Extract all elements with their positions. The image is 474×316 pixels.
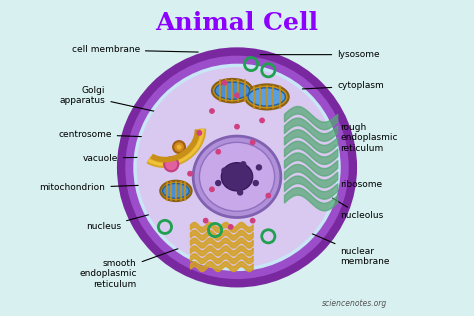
Ellipse shape: [130, 61, 344, 274]
Circle shape: [216, 149, 220, 154]
Text: vacuole: vacuole: [82, 154, 160, 162]
Circle shape: [216, 180, 221, 185]
Ellipse shape: [221, 163, 253, 191]
Text: nucleus: nucleus: [86, 203, 193, 231]
Ellipse shape: [193, 136, 281, 217]
Circle shape: [247, 174, 252, 179]
Ellipse shape: [176, 144, 182, 150]
Circle shape: [228, 184, 233, 189]
Text: cytoplasm: cytoplasm: [302, 82, 384, 90]
Circle shape: [210, 109, 214, 113]
Circle shape: [222, 168, 227, 173]
Text: rough
endoplasmic
reticulum: rough endoplasmic reticulum: [309, 123, 398, 153]
Text: lysosome: lysosome: [260, 50, 380, 59]
Ellipse shape: [245, 84, 289, 109]
Circle shape: [256, 165, 262, 170]
Circle shape: [241, 162, 246, 167]
Circle shape: [188, 172, 192, 176]
Circle shape: [237, 190, 243, 195]
Ellipse shape: [215, 82, 250, 99]
Ellipse shape: [137, 67, 337, 268]
Ellipse shape: [173, 141, 185, 153]
Circle shape: [228, 225, 233, 229]
Text: nuclear
membrane: nuclear membrane: [277, 219, 390, 266]
Text: centrosome: centrosome: [58, 130, 167, 139]
Circle shape: [235, 93, 239, 98]
Ellipse shape: [212, 79, 253, 102]
Ellipse shape: [160, 181, 191, 201]
Text: ribosome: ribosome: [309, 180, 383, 189]
Ellipse shape: [200, 142, 274, 211]
Text: cell membrane: cell membrane: [72, 46, 198, 54]
Circle shape: [266, 193, 271, 198]
Circle shape: [250, 218, 255, 223]
Ellipse shape: [248, 88, 285, 106]
Circle shape: [260, 118, 264, 123]
Circle shape: [222, 81, 227, 85]
Circle shape: [250, 140, 255, 144]
Text: sciencenotes.org: sciencenotes.org: [322, 299, 387, 308]
Circle shape: [197, 131, 201, 135]
Circle shape: [210, 187, 214, 191]
Ellipse shape: [163, 184, 189, 198]
Circle shape: [235, 125, 239, 129]
Ellipse shape: [164, 157, 178, 171]
Text: mitochondrion: mitochondrion: [39, 183, 157, 192]
Circle shape: [203, 218, 208, 223]
Circle shape: [253, 180, 258, 185]
Text: nucleolus: nucleolus: [290, 172, 383, 221]
Ellipse shape: [121, 52, 353, 283]
Text: Animal Cell: Animal Cell: [155, 11, 319, 35]
Text: Golgi
apparatus: Golgi apparatus: [60, 86, 157, 112]
Text: smooth
endoplasmic
reticulum: smooth endoplasmic reticulum: [79, 242, 197, 289]
